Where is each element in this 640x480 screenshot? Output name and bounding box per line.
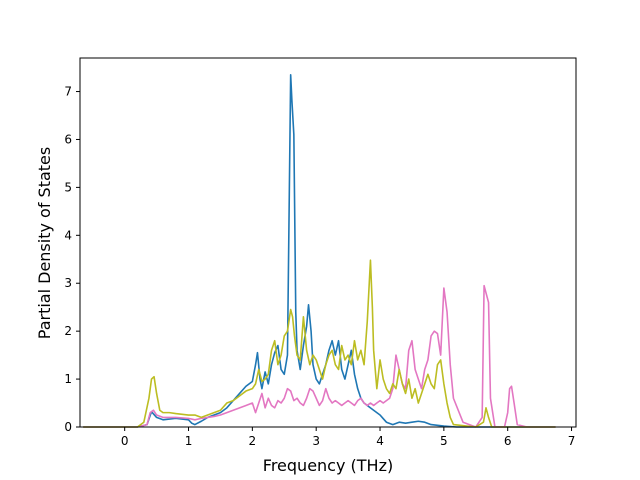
x-tick-label: 0 (121, 434, 129, 448)
series-line-3 (83, 259, 556, 428)
x-tick-label: 2 (249, 434, 257, 448)
x-tick-label: 4 (376, 434, 384, 448)
x-tick-label: 7 (568, 434, 576, 448)
y-tick-label: 3 (64, 276, 72, 290)
x-axis-label: Frequency (THz) (263, 456, 393, 475)
plot-frame (79, 57, 577, 428)
y-tick-label: 6 (64, 132, 72, 146)
x-tick-label: 1 (185, 434, 193, 448)
x-axis: 0 1 2 3 4 5 6 7 (121, 427, 575, 448)
y-tick-label: 5 (64, 180, 72, 194)
y-tick-label: 4 (64, 228, 72, 242)
y-tick-label: 1 (64, 372, 72, 386)
y-tick-label: 0 (64, 420, 72, 434)
series-layer (83, 73, 556, 428)
x-tick-label: 5 (440, 434, 448, 448)
series-line-2 (83, 284, 556, 428)
x-tick-label: 6 (504, 434, 512, 448)
x-tick-label: 3 (312, 434, 320, 448)
y-axis: 0 1 2 3 4 5 6 7 (64, 85, 80, 434)
y-tick-label: 7 (64, 85, 72, 99)
y-axis-label: Partial Density of States (35, 147, 54, 339)
y-tick-label: 2 (64, 324, 72, 338)
